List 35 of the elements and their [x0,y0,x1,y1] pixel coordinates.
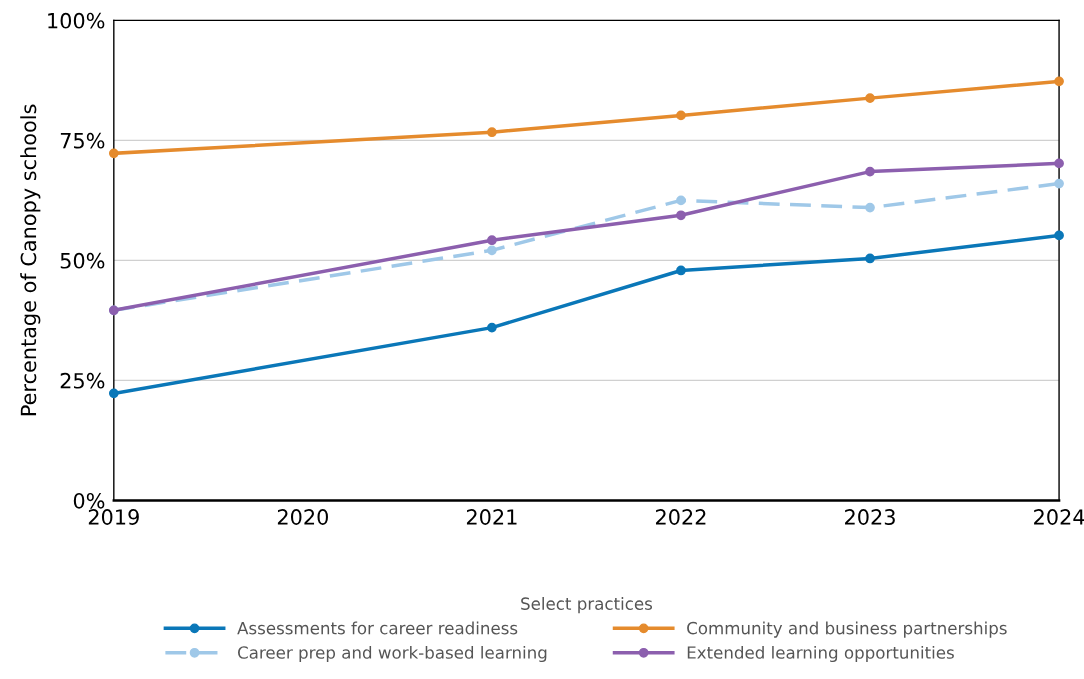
x-tick-label: 2022 [655,509,706,525]
point [1054,178,1064,189]
point [676,195,686,206]
point [108,388,119,399]
point [487,235,497,246]
point [1054,158,1064,169]
y-axis-title: Percentage of Canopy schools [20,104,41,416]
point [1054,76,1064,87]
x-tick-label: 2019 [88,509,139,525]
point [676,110,686,121]
y-tick-label: 100% [48,12,105,29]
point [676,265,686,276]
point [676,210,686,221]
point [865,202,875,213]
y-tick-label: 25% [60,372,105,389]
x-tick-label: 2020 [277,509,328,525]
point [487,245,497,256]
legend-label: Community and business partnerships [687,621,1007,638]
point [487,322,497,333]
point [865,166,875,177]
x-tick-label: 2023 [845,509,895,525]
legend-label: Assessments for career readiness [237,621,518,635]
point [865,253,875,264]
point [487,127,497,138]
x-tick-label: 2024 [1034,509,1084,525]
legend-label: Career prep and work-based learning [237,645,547,663]
y-tick-label: 0% [73,492,105,509]
x-tick-label: 2021 [466,509,517,525]
point [865,93,875,104]
point [1054,230,1064,241]
legend-label: Extended learning opportunities [687,645,954,663]
y-tick-label: 50% [60,252,105,269]
legend-title: Select practices [521,597,653,614]
point [108,148,119,159]
y-tick-label: 75% [60,132,105,149]
